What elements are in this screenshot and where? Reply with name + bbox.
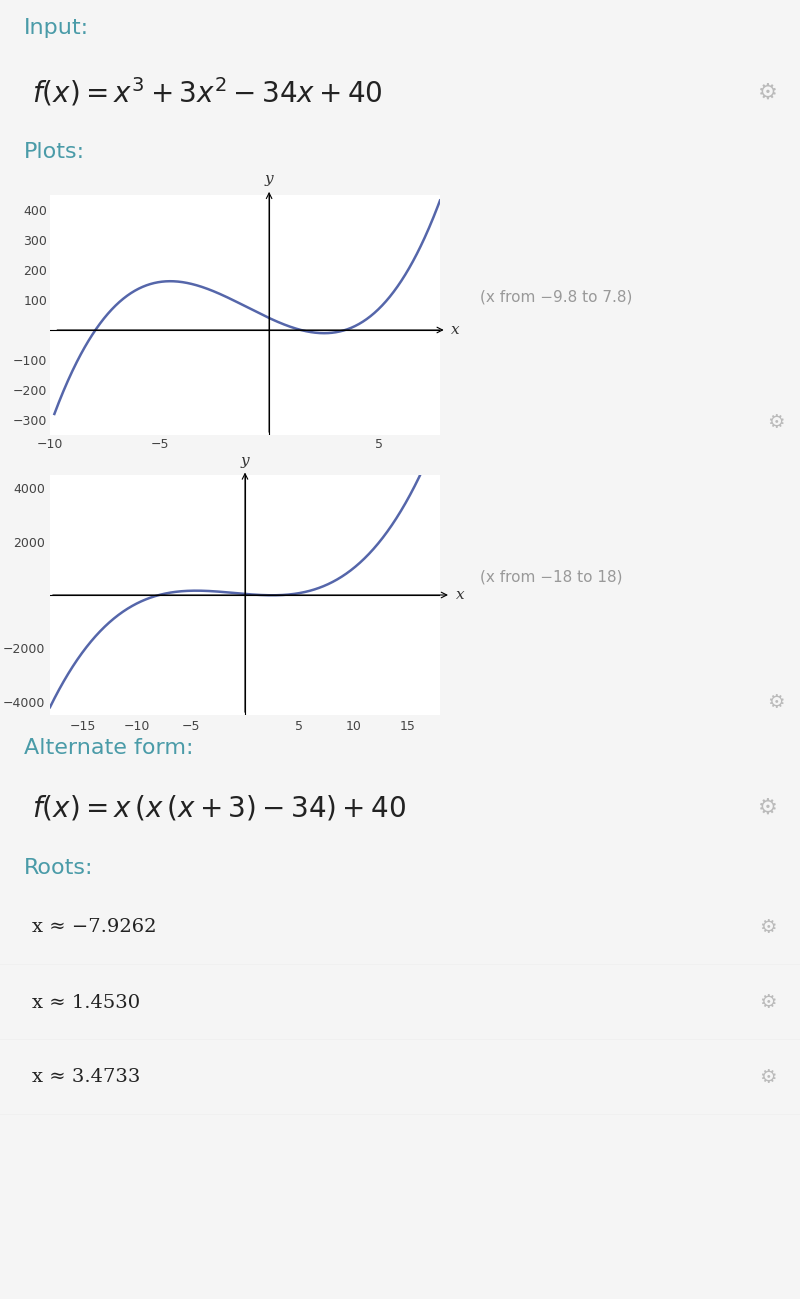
Text: ⚙: ⚙: [767, 413, 785, 431]
Text: ⚙: ⚙: [759, 918, 777, 937]
Text: x ≈ −7.9262: x ≈ −7.9262: [32, 918, 157, 937]
Text: Plots:: Plots:: [24, 143, 85, 162]
Text: Roots:: Roots:: [24, 857, 94, 878]
Text: Alternate form:: Alternate form:: [24, 738, 194, 757]
Text: (x from −9.8 to 7.8): (x from −9.8 to 7.8): [480, 288, 632, 304]
Text: ⚙: ⚙: [767, 692, 785, 712]
Text: $f(x) = x^3 + 3x^2 - 34x + 40$: $f(x) = x^3 + 3x^2 - 34x + 40$: [32, 77, 382, 109]
Text: $f(x) = x\,(x\,(x + 3) - 34) + 40$: $f(x) = x\,(x\,(x + 3) - 34) + 40$: [32, 792, 406, 822]
Text: Input:: Input:: [24, 17, 89, 38]
Text: (x from −18 to 18): (x from −18 to 18): [480, 569, 622, 585]
Text: ⚙: ⚙: [758, 83, 778, 103]
Text: x: x: [456, 588, 465, 601]
Text: y: y: [241, 455, 250, 469]
Text: ⚙: ⚙: [758, 798, 778, 817]
Text: x ≈ 3.4733: x ≈ 3.4733: [32, 1069, 140, 1086]
Text: ⚙: ⚙: [759, 1068, 777, 1087]
Text: ⚙: ⚙: [759, 992, 777, 1012]
Text: x: x: [451, 323, 459, 336]
Text: y: y: [265, 171, 274, 186]
Text: x ≈ 1.4530: x ≈ 1.4530: [32, 994, 140, 1012]
